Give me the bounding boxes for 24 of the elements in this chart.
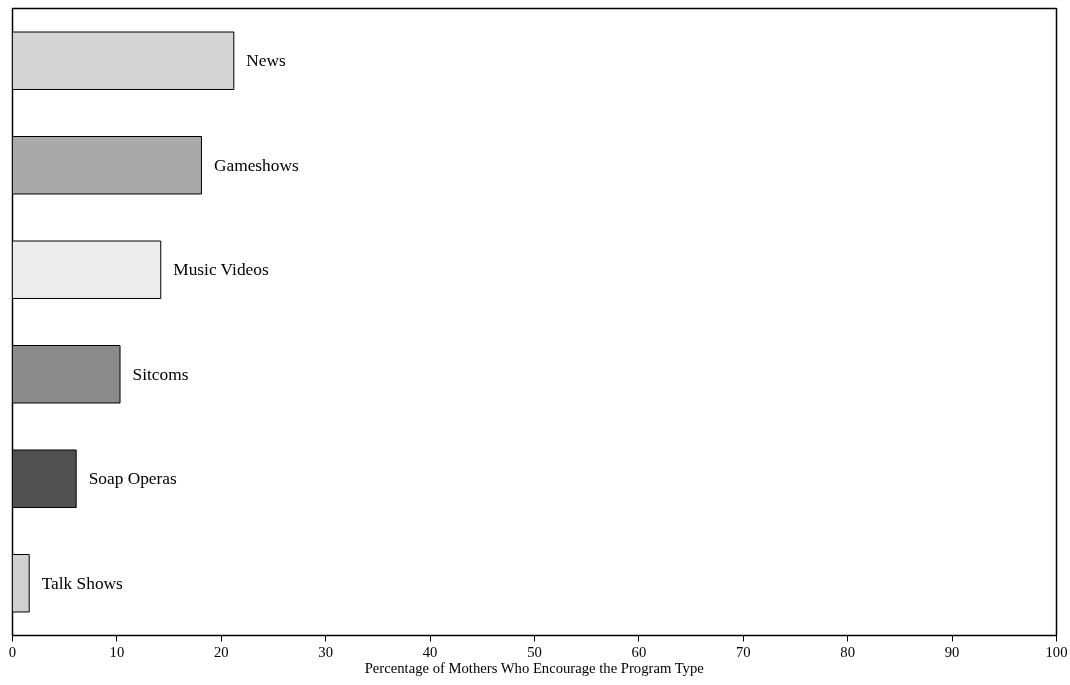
y-tick-label: Music Videos [173,260,269,280]
bar [12,136,202,195]
x-tick-label: 90 [944,643,960,660]
bar [12,240,162,299]
x-tick-label: 50 [527,643,542,660]
bar [12,449,77,508]
bar [12,554,30,613]
bar [12,345,121,404]
x-axis-title: Percentage of Mothers Who Encourage the Program Type [364,659,704,676]
y-tick-label: News [246,51,287,71]
x-tick-label: 80 [840,643,856,660]
y-tick-label: Talk Shows [41,573,124,593]
x-tick-label: 40 [422,643,438,660]
x-tick-label: 20 [213,643,229,660]
x-tick-label: 60 [631,643,647,660]
x-tick-label: 100 [1045,643,1068,660]
x-tick-label: 30 [318,643,334,660]
y-tick-label: Soap Operas [88,469,178,489]
y-tick-label: Sitcoms [132,364,189,384]
x-tick-label: 0 [8,643,17,660]
x-tick-label: 10 [109,643,125,660]
x-tick-label: 70 [735,643,751,660]
bar [12,31,235,90]
y-tick-label: Gameshows [213,155,299,175]
